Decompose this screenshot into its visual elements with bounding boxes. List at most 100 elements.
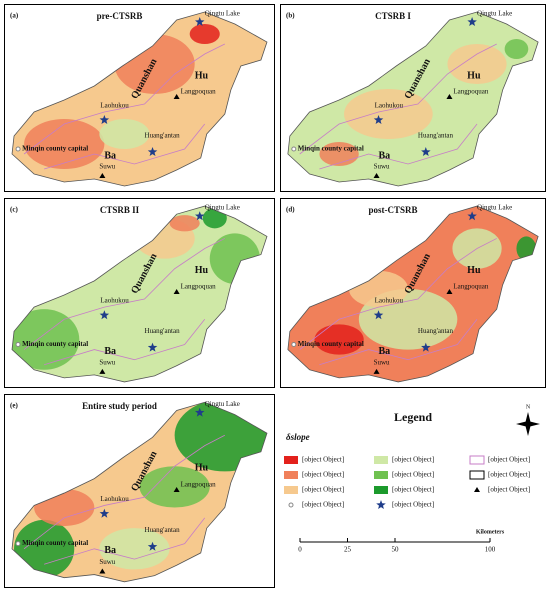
legend-swatch [284,471,298,479]
place-label: Qingtu Lake [205,204,240,212]
place-label: Suwu [99,163,115,171]
map-panel: (e) Entire study period Qingtu LakeQuansha… [4,394,275,588]
place-label: Langpoquan [181,480,216,488]
place-label: Huang'antan [418,132,454,140]
place-label: Huang'antan [145,132,181,140]
mountain [99,568,106,574]
restoration-site [467,17,477,26]
panel-title: Entire study period [82,401,157,411]
restoration-site [99,115,110,124]
scale-label: 25 [344,546,352,554]
place-label: Suwu [374,358,390,366]
legend-label: [object Object] [392,486,434,494]
mountain [99,368,106,374]
scale-label: 0 [298,546,302,554]
study-area [11,11,268,187]
place-label: Langpoquan [181,88,216,96]
legend-swatch [374,456,388,464]
place-label: Suwu [99,558,115,566]
panel-label: (e) [10,402,18,410]
panel-label: (b) [286,12,295,20]
place-label: Minqin county capital [298,340,364,348]
map-patch [202,208,227,229]
place-label: Langpoquan [453,88,488,96]
legend-label: [object Object] [392,471,434,479]
place-label: Hu [195,463,209,474]
restoration-site [373,310,384,320]
place-label: Ba [104,150,116,161]
place-label: Qingtu Lake [205,400,240,408]
place-label: Minqin county capital [22,539,88,547]
mountain [173,288,180,294]
place-label: Ba [379,346,391,357]
legend-subtitle: δslope [286,432,310,442]
map-patch [209,233,260,284]
restoration-site [195,17,205,26]
restoration-site [421,147,431,156]
panel-title: post-CTSRB [368,205,417,215]
restoration-site [373,115,384,124]
place-label: Hu [467,265,481,276]
boundaries [11,401,268,583]
restoration-site [467,211,477,221]
place-label: Langpoquan [181,283,216,291]
panel-frame [4,4,275,192]
panel-frame [280,4,546,192]
place-label: Qingtu Lake [205,10,240,18]
map-area [287,12,539,186]
study-area [287,11,539,187]
county-capital [291,342,297,348]
map-patch [24,119,105,169]
legend-label: [object Object] [392,456,434,464]
county-capital [15,146,21,152]
scale-unit: Kilometers [476,529,505,535]
legend-title: Legend [394,410,432,424]
study-area [11,401,268,583]
irrigated-boundary [319,123,478,170]
map-patch [344,89,433,139]
boundaries [287,205,539,383]
map-patch [504,39,529,59]
place-label: Ba [379,150,391,161]
legend-label: [object Object] [302,501,344,509]
place-label: Hu [195,70,209,81]
irrigated-boundary [44,319,206,366]
legend-label: [object Object] [302,486,344,494]
place-label: Huang'antan [145,327,181,335]
panel-label: (d) [286,206,295,214]
map-patch [12,309,80,370]
irrigated-boundary [299,43,497,155]
mountain [173,486,180,492]
place-label: Huang'antan [418,327,454,335]
legend-label: [object Object] [392,501,434,509]
panel-title: pre-CTSRB [97,11,143,21]
map-patch [14,519,75,578]
county-capital [15,342,21,348]
legend-symbol [288,502,294,508]
panel-frame [4,394,275,588]
map-patch [189,24,220,44]
mountain [173,94,180,99]
place-label: Minqin county capital [298,145,364,153]
legend-label: [object Object] [302,456,344,464]
place-label: Laohukou [375,297,404,305]
scale-label: 50 [392,546,400,554]
panel-title: CTSRB II [100,205,140,215]
mountain [373,173,380,178]
irrigated-boundary [319,319,478,366]
restoration-site [195,211,205,221]
place-label: Ba [104,346,116,357]
county-capital [15,541,21,547]
map-area [12,206,267,382]
boundaries [287,11,539,187]
county-capital [291,146,297,152]
place-label: Laohukou [375,102,404,110]
study-area [11,205,268,383]
panel-frame [280,198,546,388]
irrigated-boundary [23,238,225,350]
place-label: Suwu [99,358,115,366]
map-patch [314,324,364,355]
